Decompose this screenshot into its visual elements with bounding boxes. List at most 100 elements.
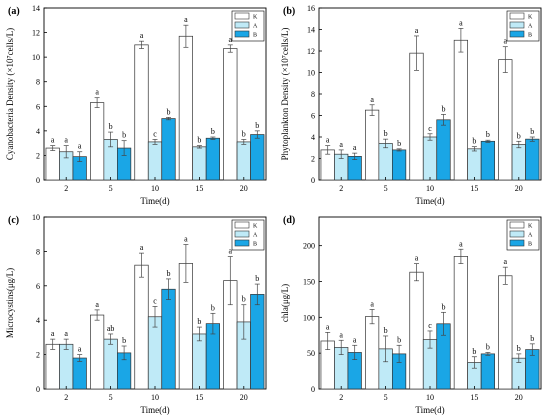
x-tick-label: 15: [195, 184, 203, 193]
bar-K-20: [498, 275, 513, 390]
significance-letter: c: [153, 129, 157, 138]
significance-letter: a: [51, 329, 55, 338]
legend-swatch-B: [509, 30, 525, 38]
x-axis-label: Time(d): [415, 405, 444, 415]
x-axis-label: Time(d): [140, 405, 169, 415]
significance-letter: b: [167, 107, 171, 116]
x-tick-label: 20: [240, 184, 248, 193]
significance-letter: a: [353, 335, 357, 344]
significance-letter: b: [167, 269, 171, 278]
significance-letter: b: [242, 129, 246, 138]
bar-K-10: [409, 271, 424, 390]
panel-label: (a): [8, 6, 20, 17]
panel-label: (b): [283, 6, 295, 17]
significance-letter: b: [384, 129, 388, 138]
bar-A-2: [59, 343, 74, 390]
bar-A-20: [236, 141, 251, 181]
significance-letter: c: [153, 296, 157, 305]
significance-letter: b: [197, 317, 201, 326]
significance-letter: a: [184, 15, 188, 24]
x-tick-label: 2: [64, 393, 68, 402]
x-tick-label: 5: [384, 184, 388, 193]
significance-letter: a: [370, 299, 374, 308]
legend: KAB: [506, 219, 540, 251]
significance-letter: a: [51, 136, 55, 145]
significance-letter: a: [95, 300, 99, 309]
legend-label: B: [253, 33, 257, 39]
x-tick-label: 15: [470, 184, 478, 193]
bar-B-20: [250, 294, 265, 390]
significance-letter: b: [517, 131, 521, 140]
bar-A-15: [192, 333, 207, 390]
bar-B-10: [436, 119, 451, 181]
bar-K-10: [134, 264, 149, 390]
legend-swatch-B: [509, 239, 525, 247]
y-tick-label: 8: [36, 247, 40, 256]
bar-B-5: [391, 149, 407, 181]
x-tick-label: 20: [515, 393, 523, 402]
bar-K-5: [364, 316, 380, 390]
x-tick-label: 5: [384, 393, 388, 402]
y-tick-label: 10: [307, 69, 315, 78]
legend-swatch-K: [234, 221, 250, 229]
legend-label: K: [253, 224, 258, 230]
bar-K-10: [134, 44, 149, 181]
significance-letter: a: [370, 95, 374, 104]
bar-B-2: [72, 357, 87, 390]
significance-letter: a: [78, 345, 82, 354]
legend-label: A: [528, 24, 533, 30]
significance-letter: a: [459, 239, 463, 248]
bar-K-20: [223, 48, 238, 181]
x-tick-label: 5: [109, 184, 113, 193]
bar-B-10: [161, 118, 176, 181]
bar-K-20: [498, 59, 513, 181]
y-tick-label: 200: [303, 242, 315, 251]
significance-letter: a: [504, 37, 508, 46]
y-tick-label: 0: [36, 385, 40, 394]
y-axis-label: Microcystins(μg/L): [5, 268, 15, 338]
legend-label: A: [528, 233, 533, 239]
bar-A-15: [192, 146, 207, 181]
bar-K-10: [409, 52, 424, 181]
x-tick-label: 20: [240, 393, 248, 402]
significance-letter: b: [122, 336, 126, 345]
significance-letter: a: [415, 254, 419, 263]
x-tick-label: 2: [339, 393, 343, 402]
legend-swatch-K: [509, 221, 525, 229]
y-tick-label: 12: [307, 47, 315, 56]
legend-swatch-A: [234, 21, 250, 29]
significance-letter: a: [95, 88, 99, 97]
significance-letter: c: [428, 124, 432, 133]
significance-letter: a: [326, 322, 330, 331]
y-tick-label: 8: [36, 78, 40, 87]
legend-label: K: [528, 224, 533, 230]
bar-A-20: [511, 144, 526, 181]
y-tick-label: 14: [32, 4, 40, 13]
y-axis-label: Cyanobacteria Density (×10⁷cells/L): [5, 28, 15, 160]
legend-swatch-A: [234, 230, 250, 238]
y-tick-label: 10: [32, 213, 40, 222]
y-tick-label: 100: [303, 313, 315, 322]
significance-letter: a: [64, 136, 68, 145]
y-axis-label: Phytoplankton Density (×10⁷cells/L): [280, 28, 290, 161]
legend-label: K: [253, 15, 258, 21]
y-tick-label: 150: [303, 278, 315, 287]
y-tick-label: 6: [36, 102, 40, 111]
legend-swatch-K: [509, 12, 525, 20]
y-tick-label: 10: [32, 53, 40, 62]
significance-letter: b: [442, 104, 446, 113]
significance-letter: a: [326, 136, 330, 145]
bar-A-10: [422, 136, 438, 181]
bar-K-2: [45, 343, 60, 390]
x-axis-label: Time(d): [140, 196, 169, 206]
panel-label: (d): [283, 215, 295, 226]
bar-B-20: [525, 138, 540, 181]
legend: KAB: [231, 219, 265, 251]
bar-B-15: [480, 353, 495, 390]
y-tick-label: 2: [36, 151, 40, 160]
y-tick-label: 4: [311, 133, 315, 142]
x-axis-label: Time(d): [415, 196, 444, 206]
